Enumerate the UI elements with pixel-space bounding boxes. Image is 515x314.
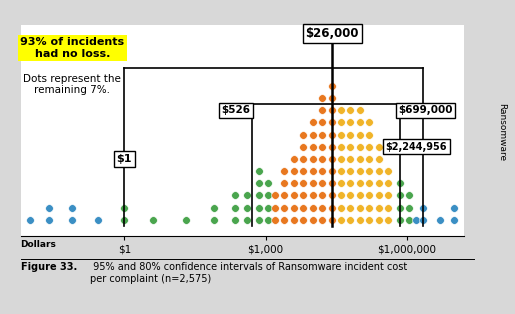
- Text: Ransomware: Ransomware: [497, 103, 507, 161]
- Text: Dots represent the
remaining 7%.: Dots represent the remaining 7%.: [24, 74, 122, 95]
- Text: Figure 33.: Figure 33.: [21, 262, 77, 272]
- Text: $526: $526: [221, 105, 250, 115]
- Text: $26,000: $26,000: [305, 27, 359, 40]
- Text: 93% of incidents
had no loss.: 93% of incidents had no loss.: [21, 37, 125, 59]
- Text: 95% and 80% confidence intervals of Ransomware incident cost
per complaint (n=2,: 95% and 80% confidence intervals of Rans…: [90, 262, 407, 284]
- Text: $1: $1: [116, 154, 132, 164]
- Text: Dollars: Dollars: [21, 240, 57, 249]
- Text: $2,244,956: $2,244,956: [386, 142, 447, 152]
- Text: $699,000: $699,000: [398, 105, 453, 115]
